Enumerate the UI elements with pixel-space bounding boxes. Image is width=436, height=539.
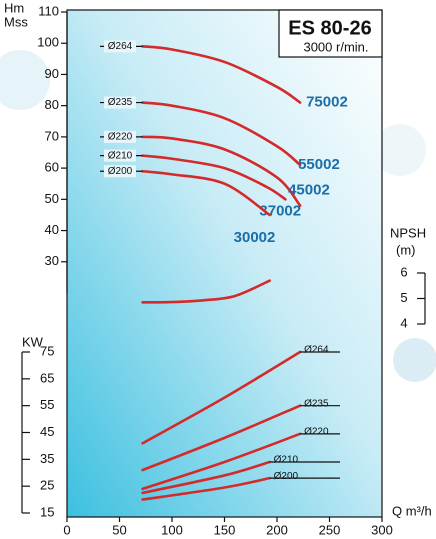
x-tick-label: 250 <box>319 522 341 537</box>
y-tick-label: 60 <box>45 160 59 175</box>
label-bg <box>104 149 136 162</box>
curve <box>141 135 302 207</box>
x-tick-label: 200 <box>266 522 288 537</box>
diameter-label: Ø210 <box>274 455 299 466</box>
x-tick-label: 100 <box>161 522 183 537</box>
curve <box>141 460 271 495</box>
y-tick-label: 100 <box>37 35 59 50</box>
y-tick-label: 5 <box>400 290 407 305</box>
y-tick-label: 75 <box>40 343 54 358</box>
y-tick-label: 50 <box>45 191 59 206</box>
curve <box>141 101 302 167</box>
label-bg <box>104 165 136 178</box>
bubble <box>393 338 436 382</box>
curve <box>141 476 271 501</box>
title-box <box>278 9 383 58</box>
model-label: 30002 <box>234 229 276 246</box>
y-tick-label: 30 <box>45 253 59 268</box>
y-tick-label: 4 <box>400 315 407 330</box>
y-axis-label: Mss <box>4 14 28 29</box>
label-bg <box>104 130 136 143</box>
y-tick-label: 110 <box>38 3 59 18</box>
y-tick-label: 35 <box>40 451 54 466</box>
x-tick-label: 50 <box>112 522 126 537</box>
model-label: 45002 <box>288 182 330 199</box>
diameter-label: Ø200 <box>274 471 299 482</box>
diameter-label: Ø200 <box>108 166 133 177</box>
y-tick-label: 15 <box>40 504 54 519</box>
model-label: 75002 <box>306 94 348 111</box>
diameter-label: Ø264 <box>108 41 133 52</box>
diameter-label: Ø235 <box>304 398 329 409</box>
y-tick-label: 6 <box>400 264 407 279</box>
x-tick-label: 0 <box>63 522 70 537</box>
x-axis-label: Q m³/h <box>392 503 432 518</box>
diameter-label: Ø264 <box>304 345 329 356</box>
curve <box>141 404 302 472</box>
bubble <box>0 50 50 110</box>
chart-subtitle: 3000 r/min. <box>303 39 368 54</box>
diameter-label: Ø210 <box>108 150 133 161</box>
diameter-label: Ø235 <box>108 97 133 108</box>
y-axis-label: (m) <box>396 242 416 257</box>
curve <box>141 350 302 445</box>
y-axis-label: KW <box>22 334 44 349</box>
y-tick-label: 80 <box>45 97 59 112</box>
y-axis-label: Hm <box>4 0 24 15</box>
bubble <box>374 124 426 176</box>
label-bg <box>104 96 136 109</box>
y-axis-label: NPSH <box>390 225 426 240</box>
y-tick-label: 65 <box>40 370 54 385</box>
y-tick-label: 55 <box>40 397 54 412</box>
diameter-label: Ø220 <box>304 426 329 437</box>
y-tick-label: 40 <box>45 222 59 237</box>
chart-title: ES 80-26 <box>288 17 371 39</box>
curve <box>141 432 302 491</box>
y-tick-label: 45 <box>40 424 54 439</box>
curve <box>141 169 271 217</box>
curve <box>141 45 302 104</box>
curve <box>141 279 271 304</box>
x-tick-label: 150 <box>214 522 236 537</box>
y-tick-label: 70 <box>45 128 59 143</box>
y-tick-label: 90 <box>45 66 59 81</box>
x-tick-label: 300 <box>371 522 393 537</box>
plot-area <box>66 9 383 518</box>
label-bg <box>104 40 136 53</box>
curve <box>141 154 287 201</box>
model-label: 55002 <box>298 156 340 173</box>
y-tick-label: 25 <box>40 478 54 493</box>
diameter-label: Ø220 <box>108 132 133 143</box>
